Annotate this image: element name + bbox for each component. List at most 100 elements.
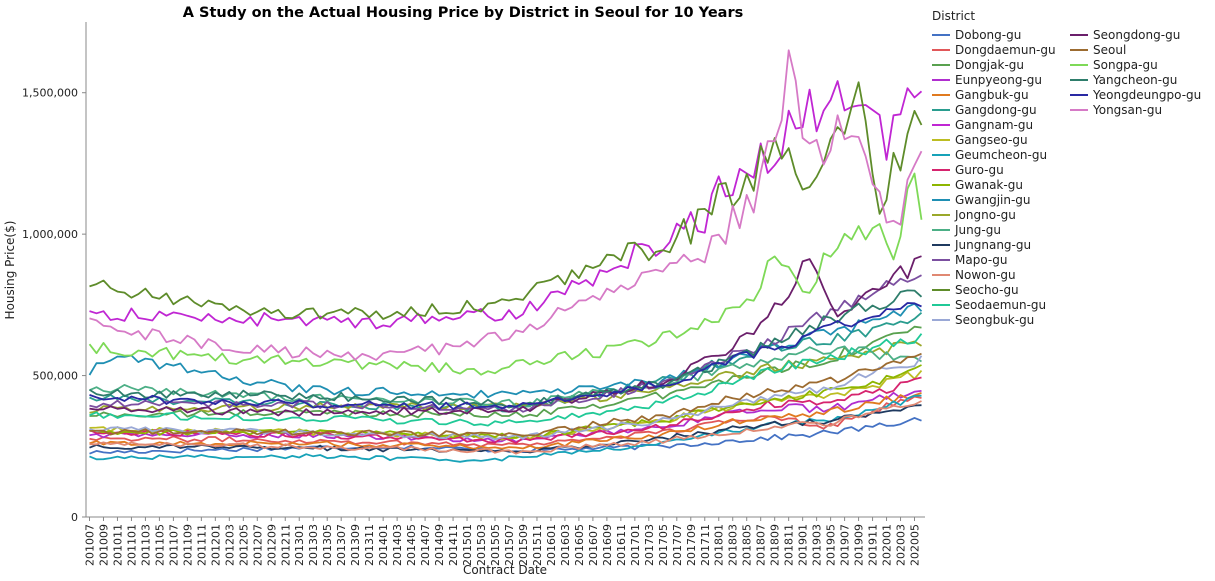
x-tick-label: 201309 [349, 524, 362, 566]
legend-entry: Jungnang-gu [954, 238, 1031, 252]
x-tick-label: 201509 [517, 524, 530, 566]
x-tick-label: 201809 [769, 524, 782, 566]
x-tick-label: 201511 [531, 524, 544, 566]
legend-entry: Dobong-gu [955, 28, 1021, 42]
x-tick-label: 201901 [797, 524, 810, 566]
x-tick-label: 201401 [377, 524, 390, 566]
x-tick-label: 201507 [503, 524, 516, 566]
x-tick-label: 201909 [853, 524, 866, 566]
x-tick-label: 201101 [125, 524, 138, 566]
x-tick-label: 201107 [167, 524, 180, 566]
legend-entry: Gangnam-gu [955, 118, 1033, 132]
legend-entry: Gangdong-gu [955, 103, 1037, 117]
legend-entry: Songpa-gu [1093, 58, 1158, 72]
legend-entry: Yeongdeungpo-gu [1092, 88, 1201, 102]
legend-entry: Eunpyeong-gu [955, 73, 1042, 87]
x-tick-label: 201409 [433, 524, 446, 566]
legend-entry: Gwanak-gu [955, 178, 1023, 192]
x-tick-label: 201703 [643, 524, 656, 566]
series-line-seongbuk-gu [89, 355, 923, 441]
legend-entry: Jung-gu [954, 223, 1001, 237]
legend-entry: Seongbuk-gu [955, 313, 1034, 327]
x-tick-label: 201105 [153, 524, 166, 566]
x-tick-label: 201505 [489, 524, 502, 566]
x-tick-label: 202003 [895, 524, 908, 566]
x-tick-label: 201603 [559, 524, 572, 566]
legend-entry: Gwangjin-gu [955, 193, 1031, 207]
x-tick-label: 201007 [83, 524, 96, 566]
x-tick-label: 201501 [461, 524, 474, 566]
y-axis-label: Housing Price($) [3, 221, 17, 320]
x-tick-label: 201807 [755, 524, 768, 566]
x-tick-label: 202001 [881, 524, 894, 566]
x-tick-label: 201209 [265, 524, 278, 566]
x-tick-label: 201903 [811, 524, 824, 566]
x-tick-label: 201303 [307, 524, 320, 566]
y-tick-label: 500,000 [33, 370, 79, 383]
series-line-nowon-gu [89, 400, 922, 455]
x-tick-label: 201111 [195, 524, 208, 566]
x-tick-label: 201301 [293, 524, 306, 566]
y-tick-label: 1,000,000 [22, 228, 78, 241]
legend-entry: Jongno-gu [954, 208, 1016, 222]
x-axis-label: Contract Date [463, 563, 547, 577]
series-line-yangcheon-gu [89, 289, 923, 409]
x-tick-label: 201503 [475, 524, 488, 566]
x-tick-label: 201911 [867, 524, 880, 566]
x-tick-label: 201905 [825, 524, 838, 566]
x-tick-label: 201403 [391, 524, 404, 566]
x-tick-label: 201705 [657, 524, 670, 566]
x-tick-label: 201203 [223, 524, 236, 566]
series-line-gangnam-gu [89, 80, 923, 330]
legend-entry: Yangcheon-gu [1092, 73, 1177, 87]
legend-entry: Dongdaemun-gu [955, 43, 1056, 57]
series-line-songpa-gu [88, 172, 923, 376]
legend-entry: Seongdong-gu [1093, 28, 1180, 42]
legend-entry: Seodaemun-gu [955, 298, 1046, 312]
x-tick-label: 201611 [615, 524, 628, 566]
series-line-seoul [89, 352, 922, 438]
x-tick-label: 201311 [363, 524, 376, 566]
series-line-yongsan-gu [89, 49, 923, 361]
x-tick-label: 201709 [685, 524, 698, 566]
x-tick-label: 201907 [839, 524, 852, 566]
x-tick-label: 201805 [741, 524, 754, 566]
x-tick-label: 201605 [573, 524, 586, 566]
x-tick-label: 201011 [111, 524, 124, 566]
x-tick-label: 201801 [713, 524, 726, 566]
legend-entry: Seoul [1093, 43, 1126, 57]
x-tick-label: 201407 [419, 524, 432, 566]
x-tick-label: 201103 [139, 524, 152, 566]
legend-entry: Gangbuk-gu [955, 88, 1029, 102]
x-tick-label: 201803 [727, 524, 740, 566]
x-tick-label: 201201 [209, 524, 222, 566]
y-tick-label: 0 [71, 511, 78, 524]
series-line-dongdaemun-gu [89, 395, 922, 448]
x-tick-label: 201609 [601, 524, 614, 566]
x-tick-label: 201601 [545, 524, 558, 566]
x-tick-label: 201207 [251, 524, 264, 566]
x-tick-label: 201811 [783, 524, 796, 566]
x-tick-label: 201411 [447, 524, 460, 566]
x-tick-label: 201009 [97, 524, 110, 566]
x-tick-label: 201109 [181, 524, 194, 566]
x-tick-label: 201307 [335, 524, 348, 566]
x-tick-label: 201211 [279, 524, 292, 566]
legend-entry: Nowon-gu [955, 268, 1016, 282]
legend-entry: Geumcheon-gu [955, 148, 1047, 162]
series-line-gwangjin-gu [88, 302, 923, 399]
x-tick-label: 201205 [237, 524, 250, 566]
x-tick-label: 202005 [909, 524, 922, 566]
x-tick-label: 201305 [321, 524, 334, 566]
legend-title: District [932, 9, 975, 23]
x-tick-label: 201607 [587, 524, 600, 566]
legend: District Dobong-guDongdaemun-guDongjak-g… [932, 9, 1201, 327]
legend-entry: Yongsan-gu [1092, 103, 1162, 117]
series-line-seodaemun-gu [89, 333, 923, 427]
x-tick-label: 201701 [629, 524, 642, 566]
series-line-seongdong-gu [89, 255, 922, 417]
legend-entry: Dongjak-gu [955, 58, 1024, 72]
series-line-mapo-gu [89, 274, 922, 413]
